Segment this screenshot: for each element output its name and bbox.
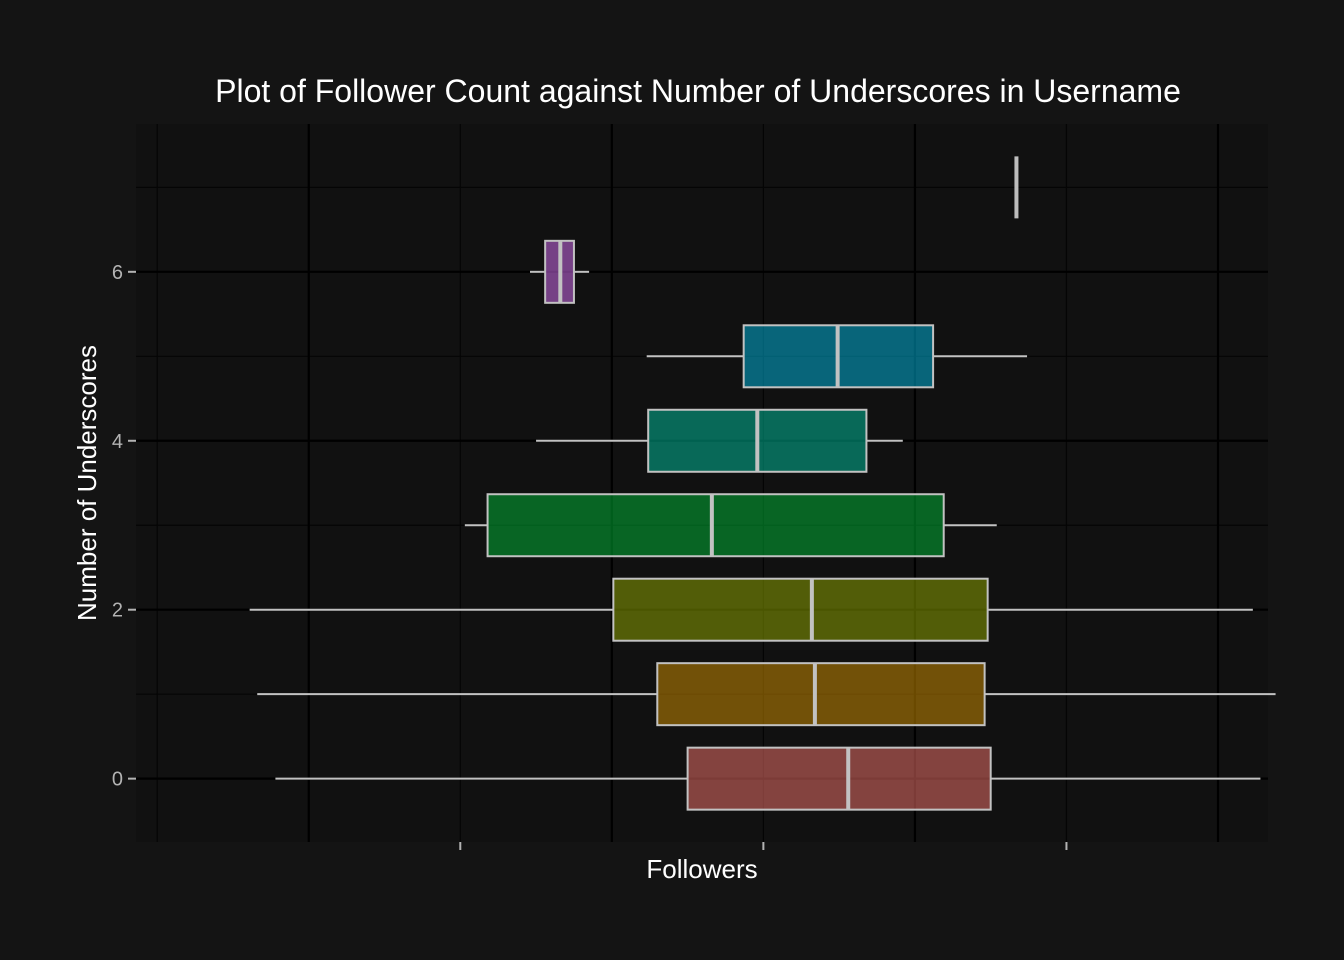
- boxplot-0-underscores: [275, 746, 1261, 811]
- y-axis: 0 2 4 6: [112, 262, 136, 791]
- panel-background: [136, 124, 1268, 842]
- y-tick-label: 2: [112, 600, 123, 622]
- boxplot-5-underscores: [646, 324, 1028, 389]
- y-tick-label: 4: [112, 431, 123, 453]
- x-axis-ticks: [459, 842, 1068, 850]
- box-iqr: [486, 493, 945, 558]
- x-axis-title: Followers: [646, 854, 757, 884]
- boxplot-3-underscores: [464, 493, 997, 558]
- box-iqr: [656, 662, 986, 727]
- y-tick-label: 6: [112, 262, 123, 284]
- box-iqr: [612, 577, 989, 642]
- box-iqr: [686, 746, 992, 811]
- y-axis-title: Number of Underscores: [72, 345, 102, 621]
- boxplot-6-underscores: [530, 239, 590, 304]
- boxplot-4-underscores: [536, 408, 903, 473]
- chart-title: Plot of Follower Count against Number of…: [215, 73, 1181, 109]
- y-tick-label: 0: [112, 769, 123, 791]
- boxplot-2-underscores: [249, 577, 1253, 642]
- boxplot-1-underscores: [257, 662, 1276, 727]
- boxplots: [249, 156, 1276, 811]
